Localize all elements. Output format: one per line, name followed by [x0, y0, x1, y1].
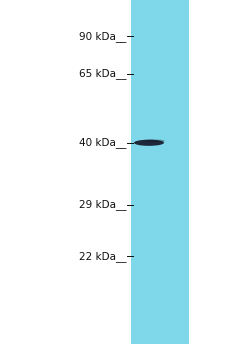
- Text: 90 kDa__: 90 kDa__: [79, 31, 127, 42]
- Text: 22 kDa__: 22 kDa__: [79, 251, 127, 262]
- Ellipse shape: [144, 140, 165, 142]
- Ellipse shape: [134, 140, 164, 146]
- Text: 29 kDa__: 29 kDa__: [79, 199, 127, 210]
- Text: 40 kDa__: 40 kDa__: [79, 137, 127, 148]
- Text: 65 kDa__: 65 kDa__: [79, 68, 127, 79]
- Bar: [131, 0, 189, 344]
